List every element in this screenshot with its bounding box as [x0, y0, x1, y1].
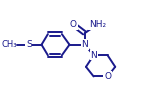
Text: NH₂: NH₂ — [89, 20, 106, 29]
Text: N: N — [81, 40, 88, 49]
Text: N: N — [90, 51, 97, 60]
Text: S: S — [26, 40, 32, 49]
Text: CH₃: CH₃ — [2, 40, 17, 49]
Text: O: O — [104, 72, 111, 81]
Text: O: O — [70, 20, 77, 29]
